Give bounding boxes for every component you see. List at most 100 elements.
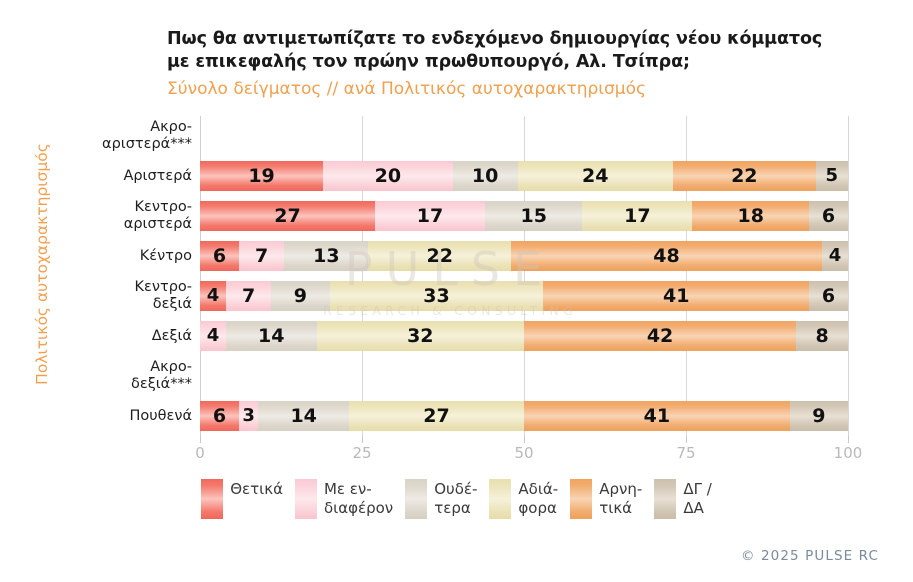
legend-label: Αδιά- φορα (518, 480, 559, 517)
chart-legend: Θετικά Με εν- διαφέρον Ουδέ- τερα Αδιά- φορ… (0, 479, 913, 519)
bar-segment: 6 (200, 241, 239, 271)
bar-segment: 24 (517, 161, 674, 191)
bar-segment: 17 (374, 201, 486, 231)
bar-value-label: 41 (643, 404, 671, 427)
x-axis-tick-label: 100 (833, 444, 863, 462)
legend-label: Αρνη- τικά (599, 480, 643, 517)
bar-value-label: 5 (825, 165, 839, 186)
bar-value-label: 22 (731, 164, 758, 187)
bar-segment: 3 (238, 401, 259, 431)
bar-value-label: 9 (293, 284, 308, 307)
y-axis-tick-label: Δεξιά (151, 327, 192, 344)
bar-segment: 7 (238, 241, 285, 271)
bar-value-label: 19 (248, 164, 275, 187)
y-axis-tick-label: Κεντρο-δεξιά (134, 279, 192, 312)
legend-item[interactable]: Ουδέ- τερα (405, 479, 477, 519)
bar-value-label: 7 (241, 284, 256, 307)
legend-item[interactable]: ΔΓ / ΔΑ (654, 479, 712, 519)
title-block: Πως θα αντιμετωπίζατε το ενδεχόμενο δημι… (167, 28, 867, 102)
bar-value-label: 6 (821, 204, 836, 227)
legend-item[interactable]: Αρνη- τικά (570, 479, 642, 519)
legend-swatch (405, 479, 428, 519)
bar-value-label: 7 (254, 244, 269, 267)
bar-row: 27 17 15 17 18 6 (200, 201, 848, 231)
bar-value-label: 4 (206, 285, 220, 306)
bar-value-label: 22 (426, 244, 453, 267)
gridline-75 (686, 116, 687, 436)
bar-segment: 15 (485, 201, 583, 231)
bar-row: 4 7 9 33 41 6 (200, 281, 848, 311)
bar-value-label: 17 (624, 204, 651, 227)
legend-label: Θετικά (230, 480, 283, 498)
legend-label: ΔΓ / ΔΑ (683, 480, 712, 517)
x-axis-tick (686, 436, 687, 443)
bar-segment: 14 (258, 401, 350, 431)
bar-value-label: 6 (821, 284, 836, 307)
y-axis-tick-label: Κέντρο (139, 247, 192, 264)
bar-row: 4 14 32 42 8 (200, 321, 848, 351)
legend-label: Ουδέ- τερα (434, 480, 478, 517)
x-axis-tick (362, 436, 363, 443)
bar-value-label: 14 (258, 324, 285, 347)
bar-segment: 14 (225, 321, 317, 351)
x-axis-tick-label: 0 (195, 444, 205, 462)
bar-segment: 27 (200, 201, 375, 231)
bar-value-label: 48 (653, 244, 680, 267)
legend-item[interactable]: Θετικά (201, 479, 283, 519)
bar-value-label: 24 (582, 164, 609, 187)
x-axis-tick (200, 436, 201, 443)
x-axis-tick (848, 436, 849, 443)
bar-segment: 32 (316, 321, 524, 351)
bar-value-label: 6 (212, 244, 227, 267)
bar-segment: 4 (200, 281, 226, 311)
legend-item[interactable]: Αδιά- φορα (489, 479, 558, 519)
bar-value-label: 13 (313, 244, 340, 267)
gridline-100 (848, 116, 849, 436)
bar-segment: 48 (511, 241, 823, 271)
copyright-footer: © 2025 PULSE RC (740, 548, 879, 564)
bar-value-label: 10 (471, 164, 499, 187)
bar-value-label: 14 (290, 404, 317, 427)
y-axis-tick-label: Κεντρο-αριστερά (123, 199, 192, 232)
x-axis-tick-label: 25 (352, 444, 372, 462)
bar-segment: 4 (200, 321, 226, 351)
bar-segment: 41 (543, 281, 810, 311)
bar-segment: 6 (809, 281, 848, 311)
bar-segment: 9 (271, 281, 330, 311)
x-axis: 0 25 50 75 100 (195, 436, 862, 466)
y-axis-labels: Ακρο-αριστερά*** Αριστερά Κεντρο-αριστερά Κ… (24, 116, 192, 436)
bar-segment: 9 (789, 401, 848, 431)
legend-swatch (654, 479, 677, 519)
y-axis-tick-label: Πουθενά (129, 407, 192, 424)
bar-row: 6 7 13 22 48 4 (200, 241, 848, 271)
bar-segment: 19 (200, 161, 324, 191)
bar-value-label: 17 (416, 204, 444, 227)
bar-segment: 27 (349, 401, 524, 431)
bar-value-label: 9 (812, 404, 826, 427)
legend-label: Με εν- διαφέρον (323, 480, 394, 517)
bar-value-label: 27 (274, 204, 301, 227)
bar-value-label: 32 (407, 324, 434, 347)
y-axis-tick-label: Αριστερά (123, 167, 192, 184)
bar-value-label: 27 (423, 404, 450, 427)
bar-row: 6 3 14 27 41 9 (200, 401, 848, 431)
bar-segment: 42 (523, 321, 797, 351)
bar-segment: 33 (329, 281, 544, 311)
bar-value-label: 33 (423, 284, 450, 307)
bar-segment: 13 (284, 241, 369, 271)
bar-segment: 5 (815, 161, 848, 191)
bar-value-label: 4 (206, 325, 220, 346)
bar-row: 19 20 10 24 22 5 (200, 161, 848, 191)
legend-item[interactable]: Με εν- διαφέρον (294, 479, 394, 519)
bar-value-label: 6 (212, 404, 227, 427)
chart-title-line-1: Πως θα αντιμετωπίζατε το ενδεχόμενο δημι… (167, 29, 823, 49)
bar-value-label: 8 (815, 324, 829, 347)
gridline-50 (524, 116, 525, 436)
bar-value-label: 3 (242, 405, 255, 426)
bar-segment: 10 (452, 161, 518, 191)
x-axis-tick-label: 50 (514, 444, 534, 462)
plot-area: 19 20 10 24 22 5 27 17 15 17 18 6 6 7 13 22 48 4 4 7 9 33 41 6 4… (200, 116, 849, 436)
bar-segment: 22 (673, 161, 816, 191)
bar-segment: 20 (323, 161, 453, 191)
